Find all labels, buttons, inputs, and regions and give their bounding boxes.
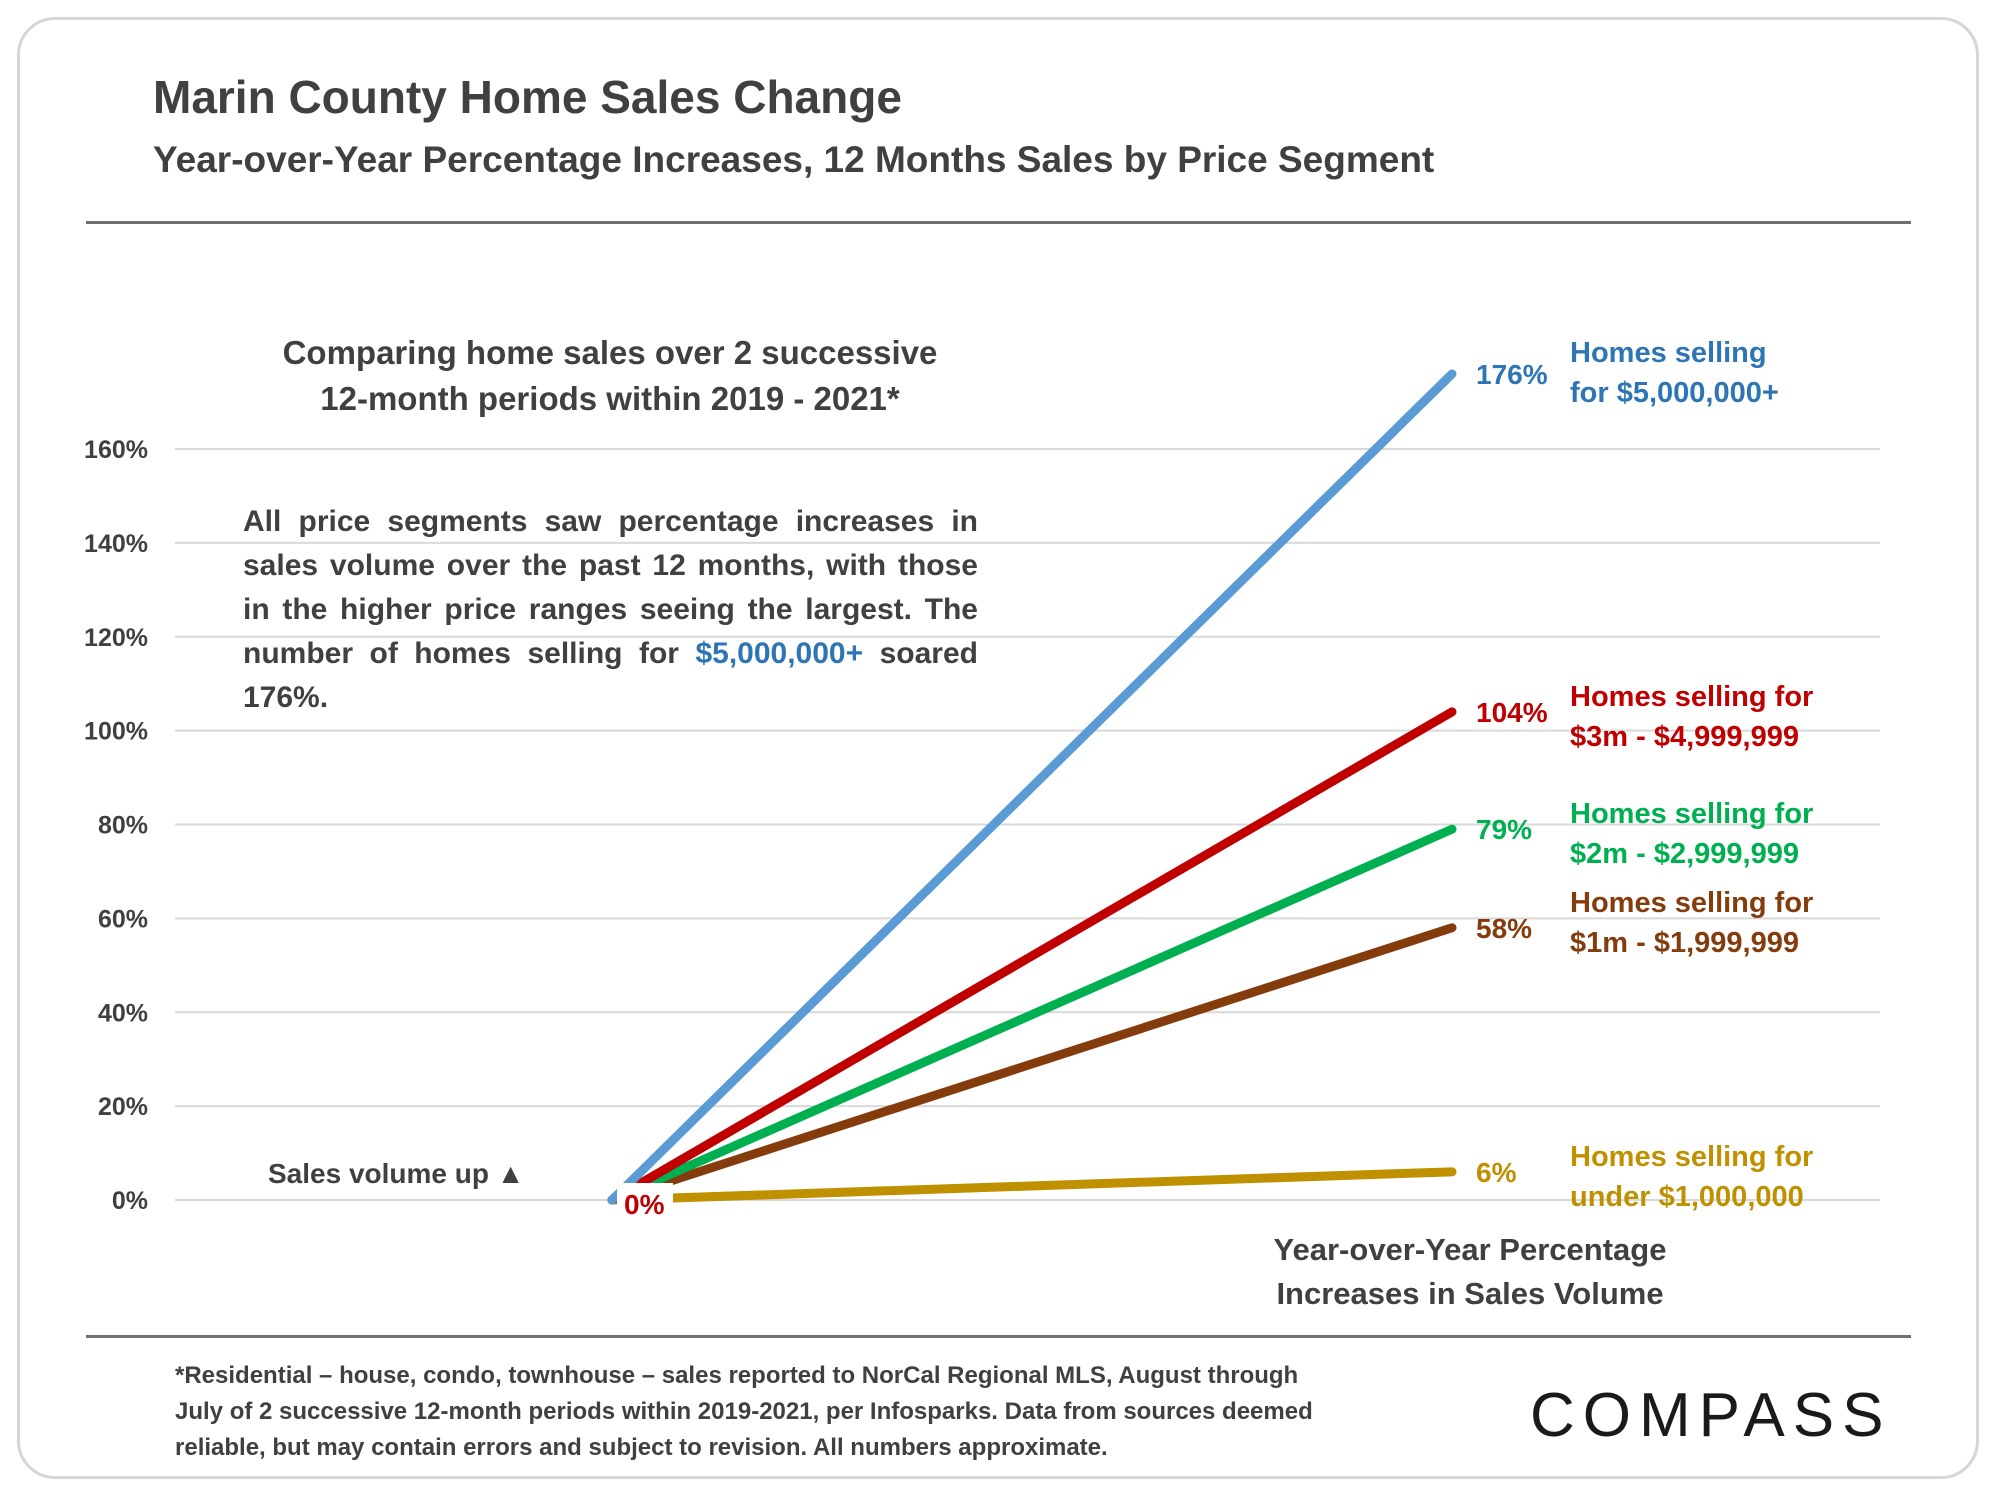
explanation-highlight: $5,000,000+: [695, 637, 864, 670]
caption-line-1: Comparing home sales over 2 successive: [282, 334, 938, 371]
origin-label-group: 0%: [617, 1183, 673, 1223]
y-tick-label: 40%: [98, 999, 148, 1027]
header-divider: [86, 221, 1911, 224]
page-subtitle: Year-over-Year Percentage Increases, 12 …: [153, 139, 1435, 180]
end-labels: 176% 104% 79% 58% 6%: [1476, 359, 1548, 1188]
axis-caption-line-1: Year-over-Year Percentage: [1273, 1232, 1667, 1267]
origin-label: 0%: [624, 1189, 665, 1220]
series-line: [607, 1167, 1457, 1205]
series-line: [607, 824, 1457, 1205]
y-tick-label: 20%: [98, 1093, 148, 1121]
series-label-line-2: $2m - $2,999,999: [1570, 838, 1799, 870]
end-value-label: 58%: [1476, 913, 1532, 944]
series-lines: [607, 369, 1457, 1205]
y-tick-label: 60%: [98, 905, 148, 933]
footnote-line-3: reliable, but may contain errors and sub…: [175, 1434, 1108, 1461]
chart-caption: Comparing home sales over 2 successive 1…: [200, 330, 1020, 422]
y-tick-label: 160%: [84, 436, 148, 464]
footnote: *Residential – house, condo, townhouse –…: [175, 1358, 1415, 1466]
series-line: [607, 707, 1457, 1205]
series-label-line-2: $1m - $1,999,999: [1570, 927, 1799, 959]
chart-card: [17, 17, 1979, 1479]
y-tick-label: 80%: [98, 812, 148, 840]
series-label-line-1: Homes selling for: [1570, 681, 1813, 713]
footnote-line-2: July of 2 successive 12-month periods wi…: [175, 1398, 1313, 1425]
series-label-line-1: Homes selling for: [1570, 887, 1813, 919]
end-value-label: 104%: [1476, 697, 1548, 728]
series-label-line-2: under $1,000,000: [1570, 1181, 1804, 1213]
axis-caption-line-2: Increases in Sales Volume: [1276, 1276, 1664, 1311]
x-axis-caption: Year-over-Year Percentage Increases in S…: [1180, 1228, 1760, 1316]
series-label-line-2: $3m - $4,999,999: [1570, 721, 1799, 753]
series-line: [607, 369, 1457, 1205]
sales-volume-up-label: Sales volume up ▲: [268, 1158, 525, 1189]
series-label-line-1: Homes selling for: [1570, 1141, 1813, 1173]
compass-logo: COMPASS: [1530, 1381, 1892, 1450]
end-value-label: 79%: [1476, 814, 1532, 845]
series-label-line-2: for $5,000,000+: [1570, 377, 1779, 409]
y-axis-ticks: 0% 20% 40% 60% 80% 100% 120% 140% 160%: [84, 436, 148, 1215]
page-title: Marin County Home Sales Change: [153, 71, 902, 123]
end-value-label: 176%: [1476, 359, 1548, 390]
explanation-body: All price segments saw percentage increa…: [243, 505, 978, 670]
footer-divider: [86, 1335, 1911, 1338]
explanation-tail: soared 176%.: [243, 637, 978, 714]
series-label-line-1: Homes selling for: [1570, 798, 1813, 830]
caption-line-2: 12-month periods within 2019 - 2021*: [320, 380, 900, 417]
series-label-line-1: Homes selling: [1570, 337, 1767, 369]
origin-label-bg: [617, 1183, 673, 1223]
footnote-line-1: *Residential – house, condo, townhouse –…: [175, 1362, 1299, 1389]
end-value-label: 6%: [1476, 1157, 1517, 1188]
y-tick-label: 100%: [84, 718, 148, 746]
explanation-text: All price segments saw percentage increa…: [243, 500, 978, 720]
y-tick-label: 140%: [84, 530, 148, 558]
y-tick-label: 0%: [112, 1187, 148, 1215]
series-line: [607, 923, 1457, 1205]
series-labels: Homes selling for $5,000,000+ Homes sellin…: [1570, 337, 1813, 1213]
y-tick-label: 120%: [84, 624, 148, 652]
